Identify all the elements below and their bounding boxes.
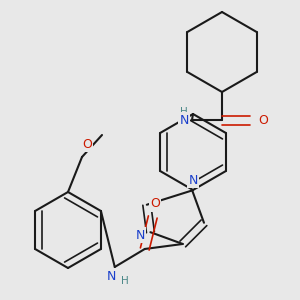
Text: H: H	[180, 107, 188, 117]
Text: N: N	[107, 271, 116, 284]
Text: N: N	[136, 229, 145, 242]
Text: O: O	[258, 113, 268, 127]
Text: O: O	[82, 137, 92, 151]
Text: N: N	[188, 174, 198, 187]
Text: N: N	[179, 113, 189, 127]
Text: H: H	[121, 276, 129, 286]
Text: O: O	[150, 197, 160, 211]
